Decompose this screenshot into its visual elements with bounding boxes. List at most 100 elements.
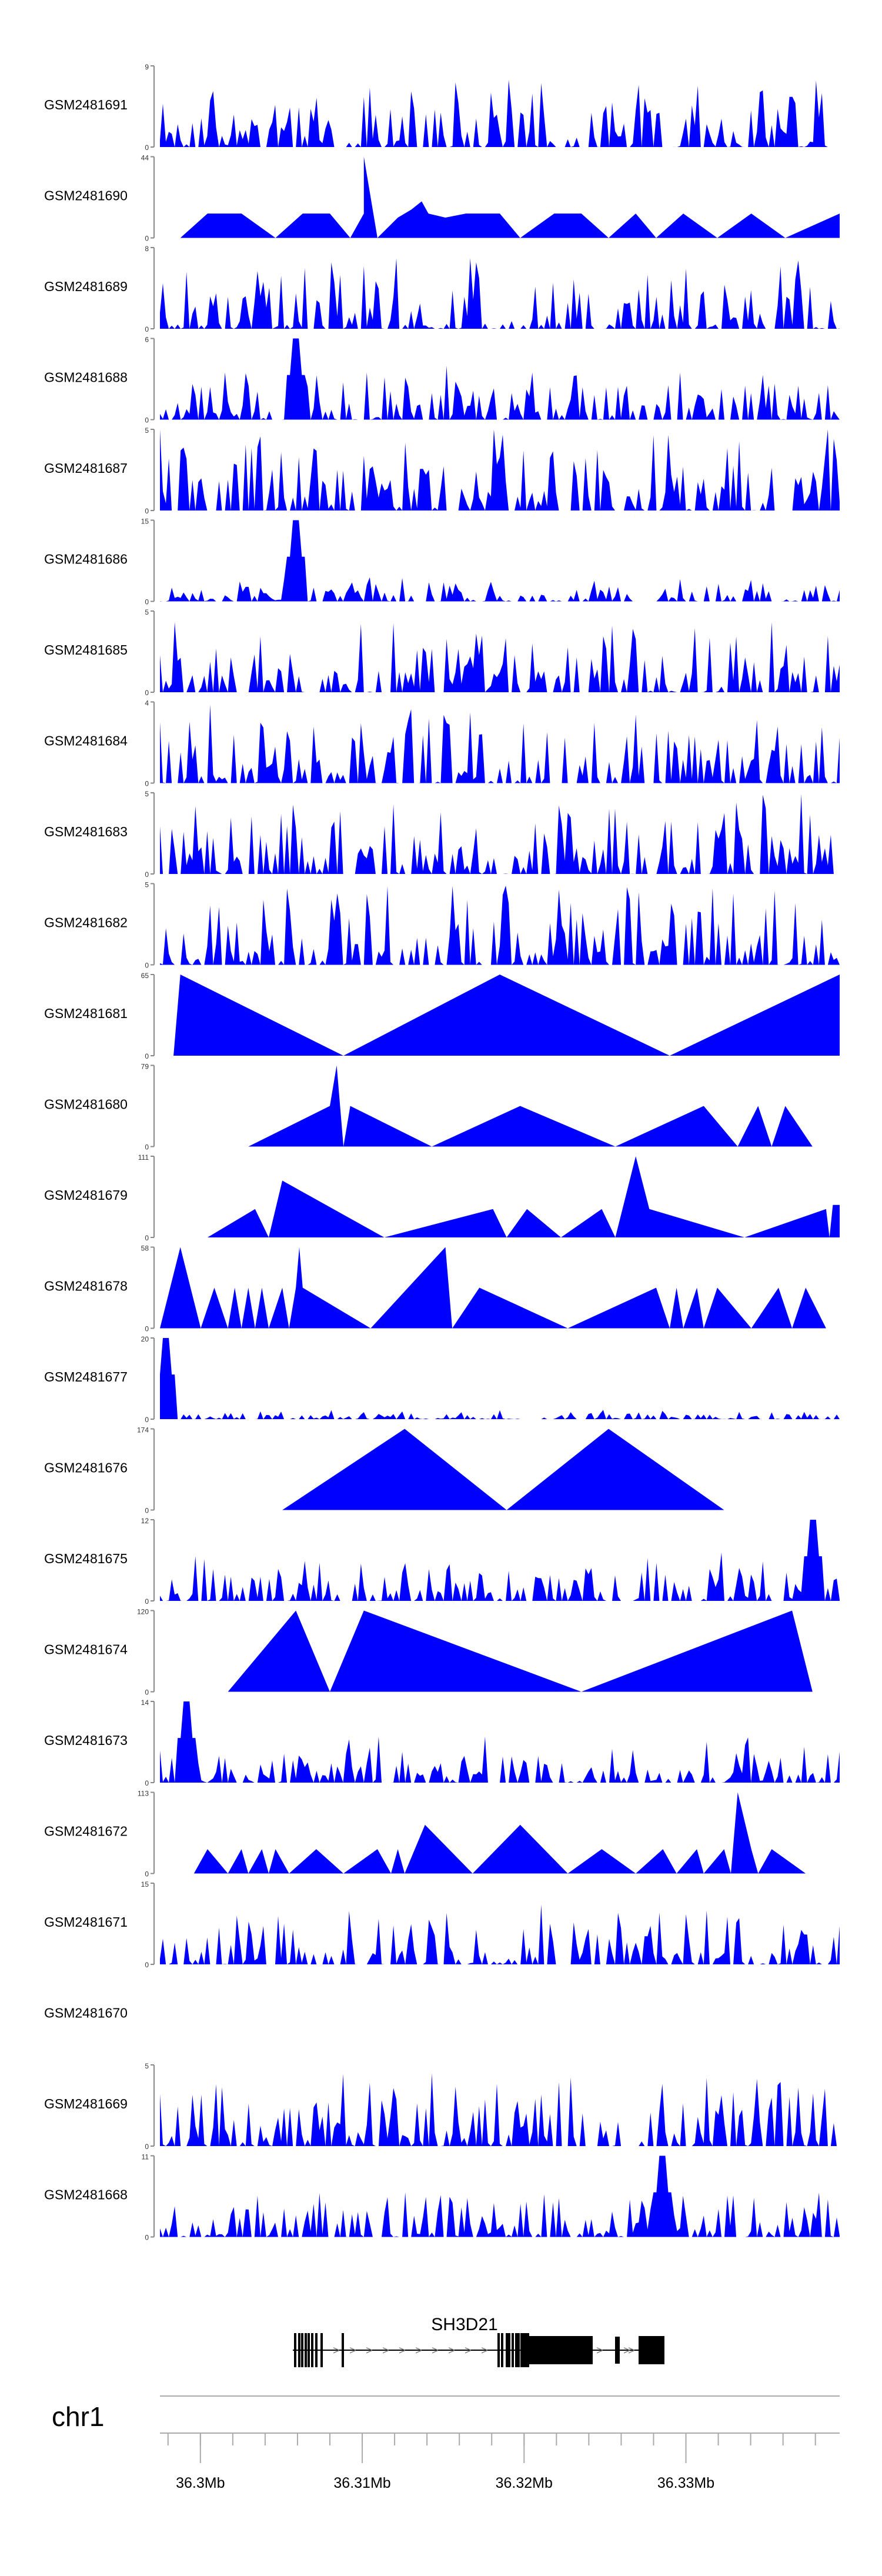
y-max-label: 11: [142, 2153, 149, 2161]
track-label: GSM2481689: [44, 279, 128, 294]
y-max-label: 58: [141, 1244, 149, 1253]
y-min-label: 0: [145, 780, 149, 788]
y-min-label: 0: [145, 1325, 149, 1333]
strand-arrow: >: [481, 2344, 488, 2357]
strand-arrow: >: [623, 2344, 630, 2357]
y-min-label: 0: [145, 1961, 149, 1969]
coverage-area: [207, 1156, 840, 1237]
coverage-area: [248, 1065, 813, 1147]
y-max-label: 6: [145, 336, 149, 344]
y-min-label: 0: [145, 2234, 149, 2242]
y-min-label: 0: [145, 1052, 149, 1060]
gene-label: SH3D21: [431, 2315, 497, 2334]
exon: [315, 2333, 318, 2367]
chromosome-track: chr1: [52, 2395, 840, 2434]
y-min-label: 0: [145, 1234, 149, 1242]
coverage-area: [160, 520, 840, 602]
track-label: GSM2481675: [44, 1551, 128, 1566]
y-max-label: 5: [145, 790, 149, 798]
exon: [320, 2333, 323, 2367]
coverage-area: [160, 885, 840, 965]
y-max-label: 120: [137, 1608, 149, 1616]
y-min-label: 0: [145, 1870, 149, 1878]
coverage-area: [160, 794, 840, 874]
track-label: GSM2481671: [44, 1914, 128, 1930]
exon: [305, 2333, 307, 2367]
strand-arrow: >: [415, 2344, 422, 2357]
strand-arrow: >: [596, 2344, 603, 2357]
track-GSM2481691: GSM2481691 9 0: [44, 63, 840, 152]
gene-annotation-track: SH3D21 > > > > > > > > > > > >>: [293, 2315, 664, 2367]
data-tracks: GSM248169190GSM2481690440GSM248168980GSM…: [44, 63, 840, 2242]
track-label: GSM2481685: [44, 642, 128, 658]
coverage-area: [180, 156, 840, 238]
track-GSM2481674: GSM2481674 120 0: [44, 1608, 813, 1697]
track-GSM2481670: GSM2481670: [44, 2006, 128, 2021]
y-max-label: 5: [145, 2062, 149, 2070]
coverage-area: [228, 1610, 813, 1692]
y-min-label: 0: [145, 689, 149, 697]
strand-arrow: >: [448, 2344, 455, 2357]
coverage-area: [173, 975, 840, 1056]
exon: [512, 2333, 514, 2367]
y-max-label: 113: [138, 1790, 149, 1798]
track-label: GSM2481669: [44, 2096, 128, 2111]
y-min-label: 0: [145, 962, 149, 970]
coverage-area: [282, 1429, 724, 1510]
axis-tick-label: 36.3Mb: [176, 2475, 225, 2491]
chromosome-label: chr1: [52, 2401, 104, 2432]
track-GSM2481678: GSM2481678 58 0: [44, 1244, 826, 1333]
y-min-label: 0: [145, 1779, 149, 1787]
coverage-area: [160, 1701, 840, 1783]
track-GSM2481683: GSM2481683 5 0: [44, 790, 840, 879]
y-min-label: 0: [145, 1507, 149, 1515]
track-GSM2481688: GSM2481688 6 0: [44, 336, 840, 425]
track-GSM2481684: GSM2481684 4 0: [44, 699, 840, 788]
strand-arrow: >: [628, 2344, 635, 2357]
track-label: GSM2481680: [44, 1097, 128, 1112]
coverage-area: [160, 1338, 840, 1419]
exon: [517, 2333, 520, 2367]
track-label: GSM2481687: [44, 461, 128, 476]
track-label: GSM2481684: [44, 733, 128, 749]
track-label: GSM2481668: [44, 2187, 128, 2203]
y-max-label: 9: [145, 63, 149, 71]
y-min-label: 0: [145, 1143, 149, 1152]
exon: [615, 2337, 620, 2364]
coverage-area: [160, 1520, 840, 1601]
track-GSM2481690: GSM2481690 44 0: [44, 154, 840, 243]
exon: [298, 2333, 300, 2367]
track-GSM2481681: GSM2481681 65 0: [44, 972, 840, 1060]
coverage-area: [160, 2073, 840, 2146]
track-GSM2481668: GSM2481668 11 0: [44, 2153, 840, 2242]
track-label: GSM2481678: [44, 1279, 128, 1294]
track-GSM2481686: GSM2481686 15 0: [44, 518, 840, 606]
coverage-area: [160, 705, 840, 783]
exon: [311, 2333, 313, 2367]
exon: [506, 2333, 508, 2367]
coverage-area: [160, 429, 840, 510]
gene-model: > > > > > > > > > > > >>: [293, 2333, 664, 2367]
exon: [301, 2333, 303, 2367]
track-GSM2481671: GSM2481671 15 0: [44, 1880, 840, 1969]
y-min-label: 0: [145, 507, 149, 515]
y-max-label: 79: [141, 1063, 149, 1071]
track-label: GSM2481679: [44, 1187, 128, 1203]
track-GSM2481672: GSM2481672 113 0: [44, 1790, 806, 1878]
coverage-area: [160, 622, 840, 692]
y-max-label: 8: [145, 245, 149, 253]
track-GSM2481682: GSM2481682 5 0: [44, 881, 840, 970]
strand-arrow: >: [432, 2344, 439, 2357]
coverage-area: [160, 258, 840, 329]
y-max-label: 65: [141, 972, 149, 980]
axis-tick-label: 36.32Mb: [496, 2475, 553, 2491]
track-GSM2481676: GSM2481676 174 0: [44, 1426, 724, 1515]
y-min-label: 0: [145, 416, 149, 425]
y-min-label: 0: [145, 2143, 149, 2151]
exon: [639, 2336, 664, 2364]
y-max-label: 5: [145, 426, 149, 435]
coverage-area: [193, 1792, 806, 1874]
strand-arrow: >: [333, 2344, 340, 2357]
exon: [520, 2333, 529, 2367]
